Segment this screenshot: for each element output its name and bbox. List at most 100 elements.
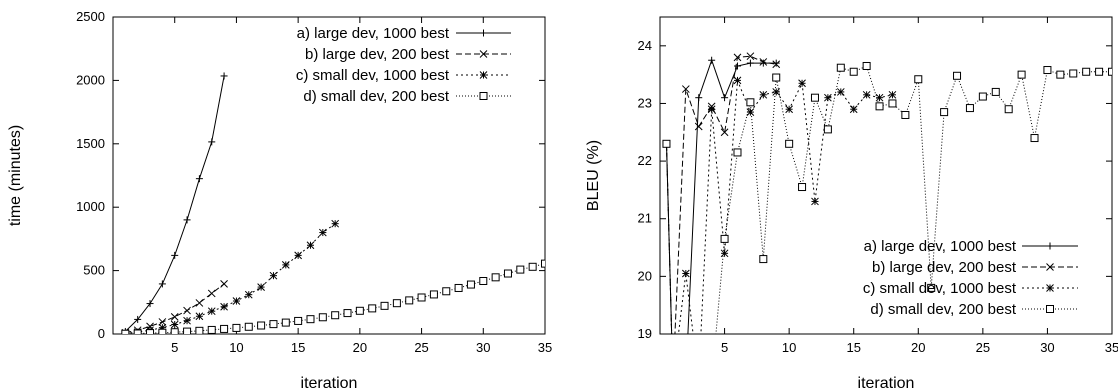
- data-point: [170, 313, 179, 321]
- data-point: [146, 329, 155, 334]
- legend-label: b) large dev, 200 best: [305, 46, 450, 63]
- data-point: [195, 175, 203, 183]
- data-point: [849, 67, 858, 76]
- data-point: [759, 58, 768, 66]
- y-axis-label: time (minutes): [7, 125, 24, 226]
- y-tick-label: 21: [638, 211, 652, 226]
- plot-frame: [659, 16, 1113, 335]
- data-point: [208, 138, 216, 146]
- data-point: [746, 98, 755, 107]
- data-point: [953, 71, 962, 80]
- data-point: [669, 377, 676, 384]
- data-point: [759, 90, 768, 99]
- data-point: [1108, 67, 1112, 76]
- data-point: [836, 88, 845, 96]
- data-point: [772, 60, 781, 69]
- data-point: [733, 76, 742, 85]
- data-point: [491, 273, 500, 282]
- data-point: [318, 313, 327, 322]
- data-point: [1069, 69, 1078, 78]
- data-point: [914, 75, 923, 84]
- plot-frame: [112, 16, 546, 335]
- data-point: [682, 377, 689, 384]
- data-point: [978, 92, 987, 101]
- data-point: [195, 312, 204, 321]
- x-tick-label: 20: [911, 340, 925, 355]
- legend-marker: [1046, 284, 1054, 292]
- data-point: [380, 301, 389, 310]
- data-point: [785, 139, 794, 148]
- data-point: [669, 377, 676, 384]
- data-point: [901, 110, 910, 119]
- data-point: [669, 377, 676, 384]
- y-tick-label: 1500: [76, 136, 105, 151]
- series-line: [666, 65, 1112, 334]
- data-point: [681, 269, 690, 278]
- data-point: [207, 289, 216, 298]
- data-point: [220, 324, 229, 333]
- data-point: [810, 93, 819, 102]
- data-point: [183, 216, 191, 224]
- y-tick-label: 0: [98, 326, 105, 341]
- bleu-plot: 19 20 21 22 23 24 5 10 15 20 25 30 35 iteration BLEU (…: [585, 16, 1118, 392]
- x-tick-label: 15: [291, 340, 305, 355]
- data-point: [355, 306, 364, 315]
- series-line: [125, 223, 336, 334]
- data-point: [244, 322, 253, 331]
- legend-marker: [1046, 305, 1054, 313]
- y-tick-label: 20: [638, 268, 652, 283]
- data-point: [759, 255, 768, 264]
- y-tick-label: 22: [638, 153, 652, 168]
- data-point: [183, 306, 191, 315]
- legend-label: d) small dev, 200 best: [870, 301, 1016, 318]
- data-point: [294, 251, 302, 260]
- data-point: [707, 105, 716, 114]
- data-point: [669, 377, 676, 384]
- y-tick-label: 23: [638, 95, 652, 110]
- legend-marker: [479, 71, 488, 79]
- y-tick-label: 19: [638, 326, 652, 341]
- data-point: [171, 251, 179, 259]
- data-point: [1043, 66, 1052, 75]
- legend-marker: [1046, 263, 1054, 271]
- data-point: [232, 297, 241, 305]
- x-tick-label: 35: [538, 340, 552, 355]
- data-point: [733, 62, 741, 70]
- x-tick-label: 5: [721, 340, 728, 355]
- x-tick-label: 25: [976, 340, 990, 355]
- data-point: [733, 53, 742, 62]
- data-point: [824, 93, 832, 102]
- data-point: [1095, 67, 1104, 76]
- data-point: [281, 261, 290, 269]
- data-point: [746, 59, 754, 67]
- data-point: [207, 325, 216, 334]
- series-line: [666, 58, 777, 334]
- data-point: [207, 307, 216, 316]
- data-point: [823, 125, 832, 134]
- data-point: [1082, 67, 1091, 76]
- data-point: [849, 105, 858, 114]
- data-point: [746, 52, 755, 61]
- x-tick-label: 10: [782, 340, 796, 355]
- data-point: [158, 318, 167, 326]
- data-point: [343, 309, 352, 318]
- x-tick-label: 15: [846, 340, 860, 355]
- data-point: [417, 293, 426, 302]
- data-point: [257, 283, 265, 291]
- data-point: [318, 228, 327, 237]
- legend-marker: [1046, 242, 1054, 250]
- data-point: [862, 90, 871, 99]
- data-point: [392, 299, 401, 308]
- data-point: [158, 328, 167, 334]
- data-point: [759, 59, 767, 67]
- data-point: [331, 311, 340, 320]
- data-point: [940, 108, 949, 117]
- data-point: [158, 280, 166, 288]
- data-point: [862, 61, 871, 70]
- data-point: [220, 72, 228, 80]
- data-point: [121, 329, 130, 334]
- data-point: [785, 105, 793, 114]
- data-point: [195, 326, 204, 334]
- data-point: [257, 321, 266, 330]
- data-point: [772, 73, 781, 82]
